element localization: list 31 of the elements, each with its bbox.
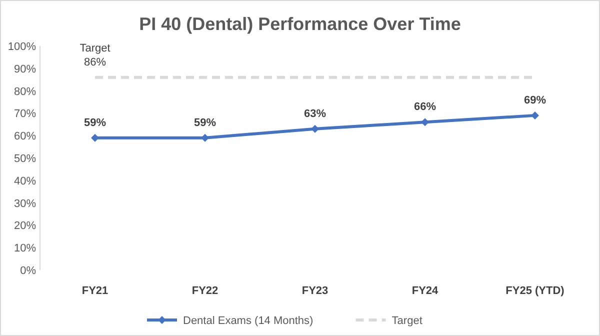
annotation: Target bbox=[80, 42, 110, 54]
legend-label: Target bbox=[392, 315, 422, 327]
y-tick-label: 60% bbox=[14, 130, 36, 143]
data-label: 59% bbox=[84, 116, 106, 129]
y-tick-label: 90% bbox=[14, 63, 36, 76]
x-tick-label: FY23 bbox=[302, 285, 328, 297]
y-tick-label: 40% bbox=[14, 175, 36, 188]
point bbox=[421, 118, 429, 126]
data-label: 63% bbox=[304, 108, 326, 120]
x-tick-label: FY24 bbox=[412, 285, 440, 297]
y-tick-label: 100% bbox=[8, 41, 36, 53]
y-tick-label: 80% bbox=[14, 86, 36, 98]
point bbox=[311, 124, 319, 133]
data-label: 86% bbox=[84, 56, 106, 68]
y-tick-label: 20% bbox=[14, 220, 36, 232]
x-tick-label: FY25 (YTD) bbox=[506, 285, 565, 297]
y-tick-label: 70% bbox=[14, 108, 36, 120]
data-label: 66% bbox=[414, 101, 436, 114]
y-tick-label: 0% bbox=[20, 265, 36, 277]
y-tick-label: 30% bbox=[14, 198, 36, 210]
x-tick-label: FY21 bbox=[82, 285, 108, 297]
y-tick-label: 50% bbox=[14, 153, 36, 165]
data-label: 69% bbox=[524, 94, 546, 106]
y-tick-label: 10% bbox=[14, 242, 36, 255]
chart-title: PI 40 (Dental) Performance Over Time bbox=[139, 14, 461, 34]
point bbox=[201, 134, 209, 142]
x-tick-label: FY22 bbox=[192, 285, 218, 297]
data-label: 59% bbox=[194, 116, 216, 129]
point bbox=[531, 111, 539, 120]
legend-label: Dental Exams (14 Months) bbox=[183, 315, 314, 327]
point bbox=[91, 134, 99, 142]
